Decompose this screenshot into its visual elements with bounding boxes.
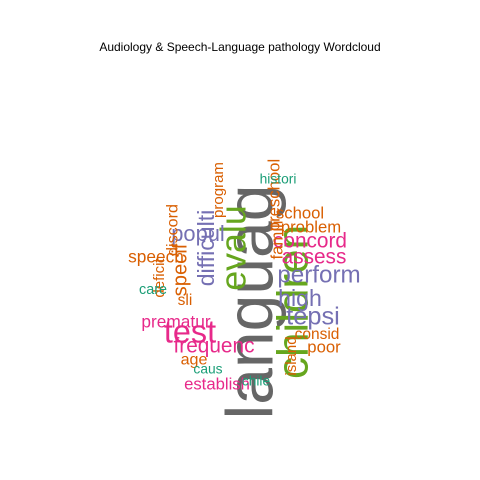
word-speech: speech [128, 247, 184, 267]
word-consid: consid [295, 326, 340, 343]
word-island: island [283, 336, 300, 375]
word-specif: specif [169, 243, 191, 296]
word-assess: assess [282, 246, 347, 269]
word-school: school [276, 203, 324, 222]
word-age: age [181, 350, 208, 368]
word-perform: perform [277, 261, 360, 288]
word-histori: histori [260, 172, 297, 187]
word-popul: popul [171, 221, 225, 246]
word-chile: chile [242, 374, 271, 389]
word-poor: poor [307, 337, 341, 356]
word-tepsi: tepsi [286, 303, 340, 331]
word-concord: concord [273, 230, 347, 253]
word-children: children [269, 225, 318, 379]
word-preschool: preschool [264, 159, 283, 231]
word-test: test [164, 314, 216, 350]
word-frequenc: frequenc [174, 335, 255, 358]
word-discord: discord [163, 204, 181, 256]
word-languag: languag [212, 185, 286, 420]
word-care: care [139, 282, 167, 298]
word-sli: sli [178, 292, 193, 309]
word-program: program [210, 162, 227, 218]
page-title: Audiology & Speech-Language pathology Wo… [99, 40, 381, 54]
word-deficit: deficit [151, 258, 168, 298]
word-famili: famili [267, 221, 286, 260]
word-high: high [278, 285, 322, 311]
word-evalu: evalu [213, 205, 253, 291]
word-establish: establish [184, 374, 250, 393]
word-difficulti: difficulti [193, 210, 219, 287]
word-caus: caus [193, 362, 222, 377]
word-problem: problem [281, 217, 341, 236]
word-prematur: prematur [141, 312, 210, 332]
